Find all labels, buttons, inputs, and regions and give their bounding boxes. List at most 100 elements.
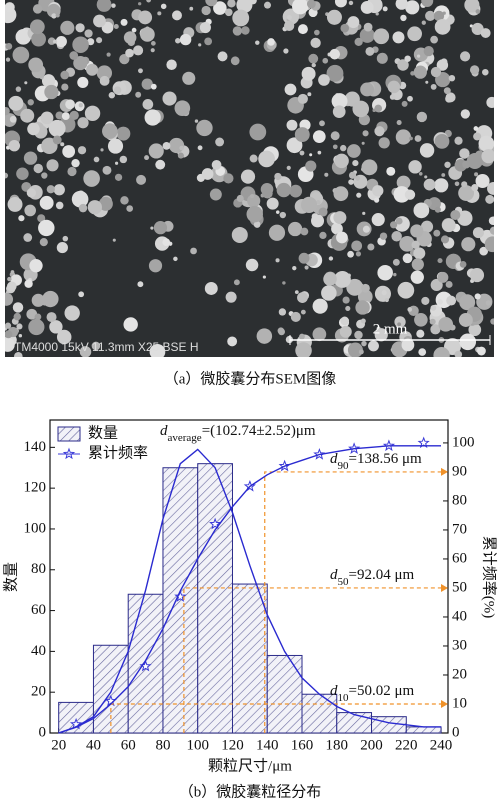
particle xyxy=(420,220,434,233)
particle xyxy=(286,119,298,131)
particle xyxy=(414,312,428,327)
particle xyxy=(381,290,387,296)
particle xyxy=(77,117,89,129)
particle xyxy=(454,350,463,357)
y2-tick-label: 60 xyxy=(452,550,467,566)
particle xyxy=(113,23,119,29)
particle xyxy=(332,144,338,150)
particle xyxy=(279,211,287,219)
particle xyxy=(294,290,299,295)
particle xyxy=(31,31,46,47)
particle xyxy=(49,320,63,334)
particle xyxy=(5,57,11,62)
particle xyxy=(421,0,434,7)
particle xyxy=(286,15,292,20)
particle xyxy=(289,184,303,198)
particle xyxy=(318,74,330,86)
reference-arrow xyxy=(441,583,448,592)
particle xyxy=(311,214,325,228)
particle xyxy=(189,6,194,11)
cumulative-point xyxy=(174,590,187,602)
particle xyxy=(53,184,65,196)
particle xyxy=(268,224,286,241)
particle xyxy=(263,1,272,9)
particle xyxy=(14,351,23,357)
particle xyxy=(478,135,494,152)
particle xyxy=(8,139,21,152)
particle xyxy=(468,323,482,337)
particle xyxy=(440,235,450,244)
particle xyxy=(445,95,453,103)
particle xyxy=(231,226,248,243)
particle xyxy=(395,129,412,145)
particle xyxy=(72,36,89,53)
particle xyxy=(429,318,436,325)
particle xyxy=(396,175,411,190)
reference-label: d50=92.04 μm xyxy=(330,567,415,587)
particle xyxy=(401,100,408,107)
particle xyxy=(98,196,113,211)
particle xyxy=(256,328,273,344)
particle xyxy=(65,99,75,110)
particles xyxy=(5,0,494,357)
particle xyxy=(300,196,318,213)
particle xyxy=(87,200,102,215)
particle xyxy=(18,334,23,338)
particle xyxy=(413,202,430,219)
particle xyxy=(286,165,291,170)
particle xyxy=(485,300,492,306)
particle xyxy=(389,94,396,100)
particle xyxy=(249,0,257,5)
particle xyxy=(47,37,56,45)
particle xyxy=(116,126,131,141)
particle xyxy=(332,105,346,119)
particle xyxy=(308,53,319,64)
particle xyxy=(474,172,479,177)
particle xyxy=(459,294,476,311)
particle xyxy=(434,18,451,35)
scale-bar-label: 2 mm xyxy=(373,321,408,337)
particle xyxy=(362,130,369,137)
x-tick-label: 80 xyxy=(155,737,170,753)
particle xyxy=(361,141,365,145)
x-tick-label: 100 xyxy=(186,737,209,753)
particle xyxy=(250,194,255,199)
particle xyxy=(446,295,457,306)
image-info: TM4000 15kV 11.3mm X25 BSE H xyxy=(14,340,199,354)
particle xyxy=(61,112,70,121)
particle xyxy=(416,111,428,123)
particle xyxy=(26,308,38,320)
particle xyxy=(292,0,309,15)
particle xyxy=(469,65,480,75)
particle xyxy=(62,145,76,158)
particle xyxy=(175,38,181,44)
particle xyxy=(126,205,134,212)
particle xyxy=(312,327,327,342)
particle xyxy=(241,26,250,35)
cumulative-point xyxy=(209,517,222,530)
particle xyxy=(360,318,366,324)
particle xyxy=(262,275,266,279)
particle xyxy=(488,216,494,226)
particle xyxy=(413,65,427,79)
particle xyxy=(329,48,341,60)
particle xyxy=(211,159,222,170)
particle xyxy=(433,347,450,357)
reference-line xyxy=(264,471,442,733)
bar xyxy=(197,463,233,734)
particle xyxy=(374,197,380,203)
particle xyxy=(356,192,362,198)
reference-arrow xyxy=(441,467,448,476)
particle xyxy=(179,33,192,46)
particle xyxy=(297,292,308,303)
y2-tick-label: 0 xyxy=(452,724,460,740)
particle xyxy=(267,38,275,46)
particle xyxy=(91,341,101,351)
particle xyxy=(346,278,364,296)
y2-tick-label: 40 xyxy=(452,608,467,624)
particle xyxy=(331,93,348,110)
particle xyxy=(395,0,408,10)
x-tick-label: 180 xyxy=(326,737,349,753)
particle xyxy=(286,137,303,154)
legend-swatch xyxy=(57,426,81,442)
